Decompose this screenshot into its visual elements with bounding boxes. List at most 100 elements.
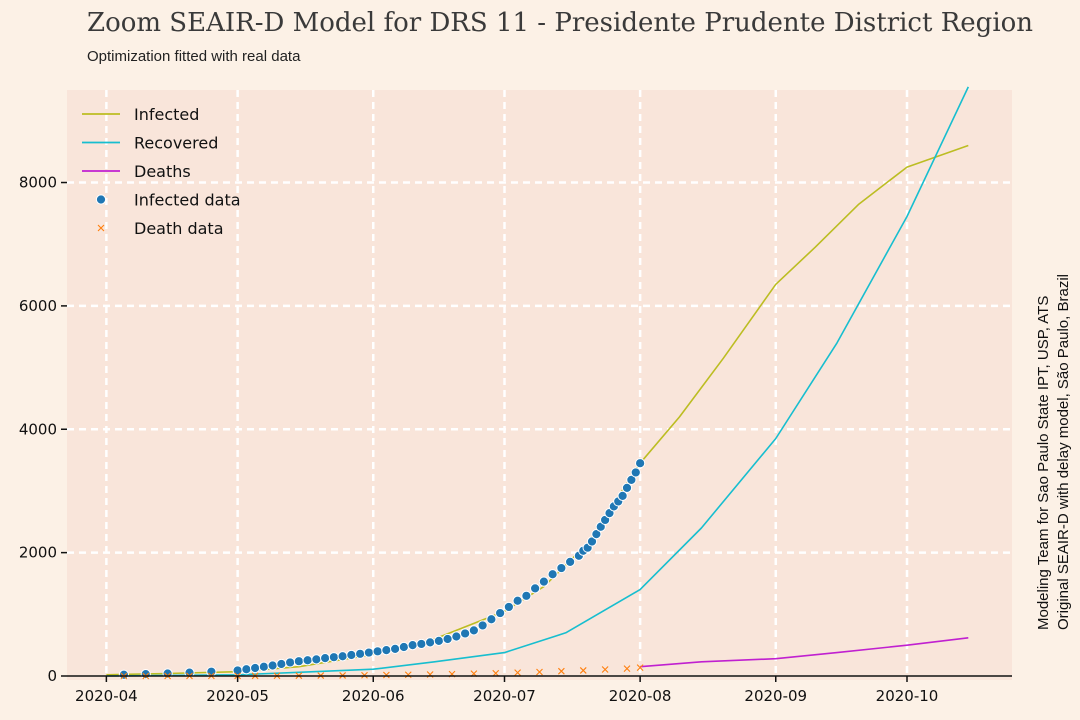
legend-label-infected: Infected [134,105,199,124]
y-axis: 0 2000 4000 6000 8000 [19,174,67,685]
point-infected-data-3 [184,667,195,678]
point-infected-data-20 [363,647,374,658]
point-infected-data-41 [547,569,558,580]
legend-label-infected-data: Infected data [134,191,241,210]
point-infected-data-14 [311,654,322,665]
point-infected-data-25 [407,640,418,651]
point-infected-data-13 [302,655,313,666]
y-tick-label-3: 6000 [19,297,57,315]
point-infected-data-23 [390,643,401,654]
point-infected-data-55 [621,482,633,493]
series-layer [106,86,970,680]
x-marker [492,669,500,677]
point-infected-data-16 [328,652,339,663]
point-infected-data-37 [512,595,523,606]
x-marker [557,667,565,675]
x-axis: 2020-04 2020-05 2020-06 2020-07 2020-08 2020-… [67,675,1012,705]
x-marker [623,665,631,672]
credit-line-2: Original SEAIR-D with delay model, São P… [1055,274,1072,630]
point-death-data-13 [404,671,412,679]
point-death-data-21 [579,667,587,674]
point-infected-data-35 [495,607,506,619]
y-tick-label-2: 4000 [19,420,57,438]
point-infected-data-1 [140,669,151,680]
x-tick-label-0: 2020-04 [75,687,138,705]
legend-item-infected-data: Infected data [95,191,241,210]
point-infected-data-43 [565,556,576,567]
point-infected-data-4 [206,666,217,677]
point-infected-data-11 [285,657,296,668]
point-infected-data-29 [442,633,453,645]
point-infected-data-39 [530,583,541,594]
point-infected-data-36 [503,601,514,613]
x-marker [601,666,609,673]
legend-label-recovered: Recovered [134,134,218,153]
point-infected-data-21 [372,646,383,657]
point-infected-data-19 [355,648,366,659]
x-tick-label-4: 2020-08 [609,687,672,705]
point-infected-data-32 [468,625,479,636]
x-marker [514,669,522,676]
x-tick-label-2: 2020-06 [342,687,405,705]
legend-swatch-death-data [97,224,105,232]
point-infected-data-42 [556,562,567,574]
legend-item-deaths: Deaths [82,162,191,181]
point-death-data-17 [492,669,500,677]
legend-item-recovered: Recovered [82,134,218,153]
point-infected-data-0 [118,669,129,680]
x-marker [536,668,543,676]
legend-label-deaths: Deaths [134,162,191,181]
point-death-data-24 [636,664,644,672]
y-tick-label-0: 0 [47,667,57,685]
point-infected-data-27 [425,637,436,648]
point-infected-data-47 [586,536,598,547]
point-infected-data-34 [486,614,497,625]
legend: Infected Recovered Deaths Infected data Deat… [82,105,241,238]
point-infected-data-2 [162,668,173,679]
legend-item-infected: Infected [82,105,199,124]
grid-lines [67,90,1012,676]
credit-line-1: Modeling Team for Sao Paulo State IPT, U… [1035,296,1052,630]
point-death-data-12 [382,671,390,679]
x-marker [579,667,587,674]
point-infected-data-57 [630,467,641,478]
point-death-data-19 [536,668,543,676]
legend-label-death-data: Death data [134,219,224,238]
point-infected-data-31 [460,628,471,639]
point-death-data-20 [557,667,565,675]
series-line-recovered [106,86,970,677]
point-infected-data-6 [241,664,252,675]
x-tick-label-5: 2020-09 [744,687,807,705]
point-infected-data-15 [320,653,331,664]
credit-block: Modeling Team for Sao Paulo State IPT, U… [1035,274,1072,630]
chart-title: Zoom SEAIR-D Model for DRS 11 - Presiden… [87,8,1033,38]
chart-subtitle: Optimization fitted with real data [87,48,301,65]
point-infected-data-9 [267,660,278,671]
point-infected-data-28 [433,635,444,646]
point-death-data-18 [514,669,522,676]
legend-swatch-infected-data [95,194,107,205]
x-tick-label-3: 2020-07 [473,687,536,705]
y-tick-label-4: 8000 [19,174,57,192]
point-infected-data-40 [538,576,549,587]
point-infected-data-38 [521,590,532,601]
x-marker [404,671,412,679]
point-infected-data-8 [258,661,269,672]
point-infected-data-33 [477,620,488,631]
point-infected-data-24 [398,641,409,653]
point-infected-data-22 [381,644,392,656]
point-infected-data-30 [451,631,462,642]
point-infected-data-17 [337,651,348,662]
point-infected-data-5 [232,665,243,676]
point-infected-data-10 [276,658,287,670]
x-tick-label-1: 2020-05 [206,687,269,705]
series-line-deaths [640,637,969,668]
point-infected-data-7 [250,662,261,674]
point-infected-data-18 [346,649,357,661]
point-infected-data-12 [293,656,304,667]
point-death-data-23 [623,665,631,672]
point-death-data-22 [601,666,609,673]
point-infected-data-54 [617,490,628,501]
point-infected-data-58 [635,458,646,469]
legend-item-death-data: Death data [97,219,224,238]
